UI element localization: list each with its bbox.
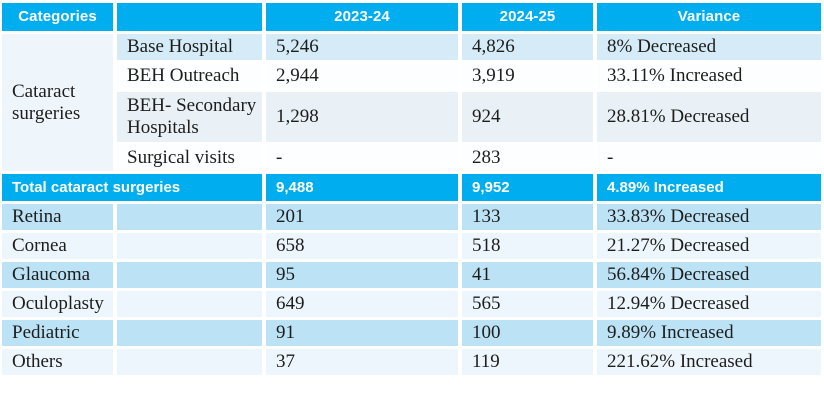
row-others-sub [117,349,262,375]
row-beh-secondary-year2: 924 [462,92,593,142]
row-beh-secondary-year1: 1,298 [266,92,458,142]
row-retina-sub [117,204,262,230]
surgery-statistics-table: Categories 2023-24 2024-25 Variance Cata… [2,3,821,375]
total-row-variance: 4.89% Increased [597,174,821,201]
row-glaucoma-label: Glaucoma [2,262,113,288]
row-pediatric-year1: 91 [266,320,458,346]
row-others-label: Others [2,349,113,375]
row-glaucoma-year1: 95 [266,262,458,288]
header-year-2023-24: 2023-24 [266,3,458,31]
row-glaucoma-year2: 41 [462,262,593,288]
row-glaucoma-variance: 56.84% Decreased [597,262,821,288]
row-retina-year2: 133 [462,204,593,230]
row-beh-outreach-year2: 3,919 [462,63,593,89]
row-retina-year1: 201 [266,204,458,230]
row-beh-outreach-variance: 33.11% Increased [597,63,821,89]
row-cornea-year1: 658 [266,233,458,259]
total-row-year2: 9,952 [462,174,593,201]
row-beh-secondary-label: BEH- Secondary Hospitals [117,92,262,142]
row-surgical-visits-variance: - [597,145,821,171]
row-pediatric-year2: 100 [462,320,593,346]
total-row-year1: 9,488 [266,174,458,201]
row-base-hospital-variance: 8% Decreased [597,34,821,60]
row-retina-label: Retina [2,204,113,230]
header-variance: Variance [597,3,821,31]
group-label-cataract-surgeries: Cataract surgeries [2,34,113,171]
row-others-variance: 221.62% Increased [597,349,821,375]
row-oculoplasty-label: Oculoplasty [2,291,113,317]
row-cornea-sub [117,233,262,259]
row-surgical-visits-year1: - [266,145,458,171]
row-oculoplasty-year2: 565 [462,291,593,317]
row-beh-outreach-year1: 2,944 [266,63,458,89]
row-base-hospital-year2: 4,826 [462,34,593,60]
header-categories: Categories [2,3,113,31]
row-oculoplasty-year1: 649 [266,291,458,317]
row-pediatric-variance: 9.89% Increased [597,320,821,346]
row-beh-outreach-label: BEH Outreach [117,63,262,89]
header-year-2024-25: 2024-25 [462,3,593,31]
row-base-hospital-year1: 5,246 [266,34,458,60]
row-retina-variance: 33.83% Decreased [597,204,821,230]
row-pediatric-sub [117,320,262,346]
row-oculoplasty-sub [117,291,262,317]
row-cornea-label: Cornea [2,233,113,259]
row-surgical-visits-year2: 283 [462,145,593,171]
row-oculoplasty-variance: 12.94% Decreased [597,291,821,317]
row-cornea-variance: 21.27% Decreased [597,233,821,259]
total-row-label: Total cataract surgeries [2,174,262,201]
row-base-hospital-label: Base Hospital [117,34,262,60]
row-cornea-year2: 518 [462,233,593,259]
row-beh-secondary-variance: 28.81% Decreased [597,92,821,142]
row-glaucoma-sub [117,262,262,288]
row-surgical-visits-label: Surgical visits [117,145,262,171]
row-pediatric-label: Pediatric [2,320,113,346]
row-others-year2: 119 [462,349,593,375]
row-others-year1: 37 [266,349,458,375]
header-subcategory [117,3,262,31]
